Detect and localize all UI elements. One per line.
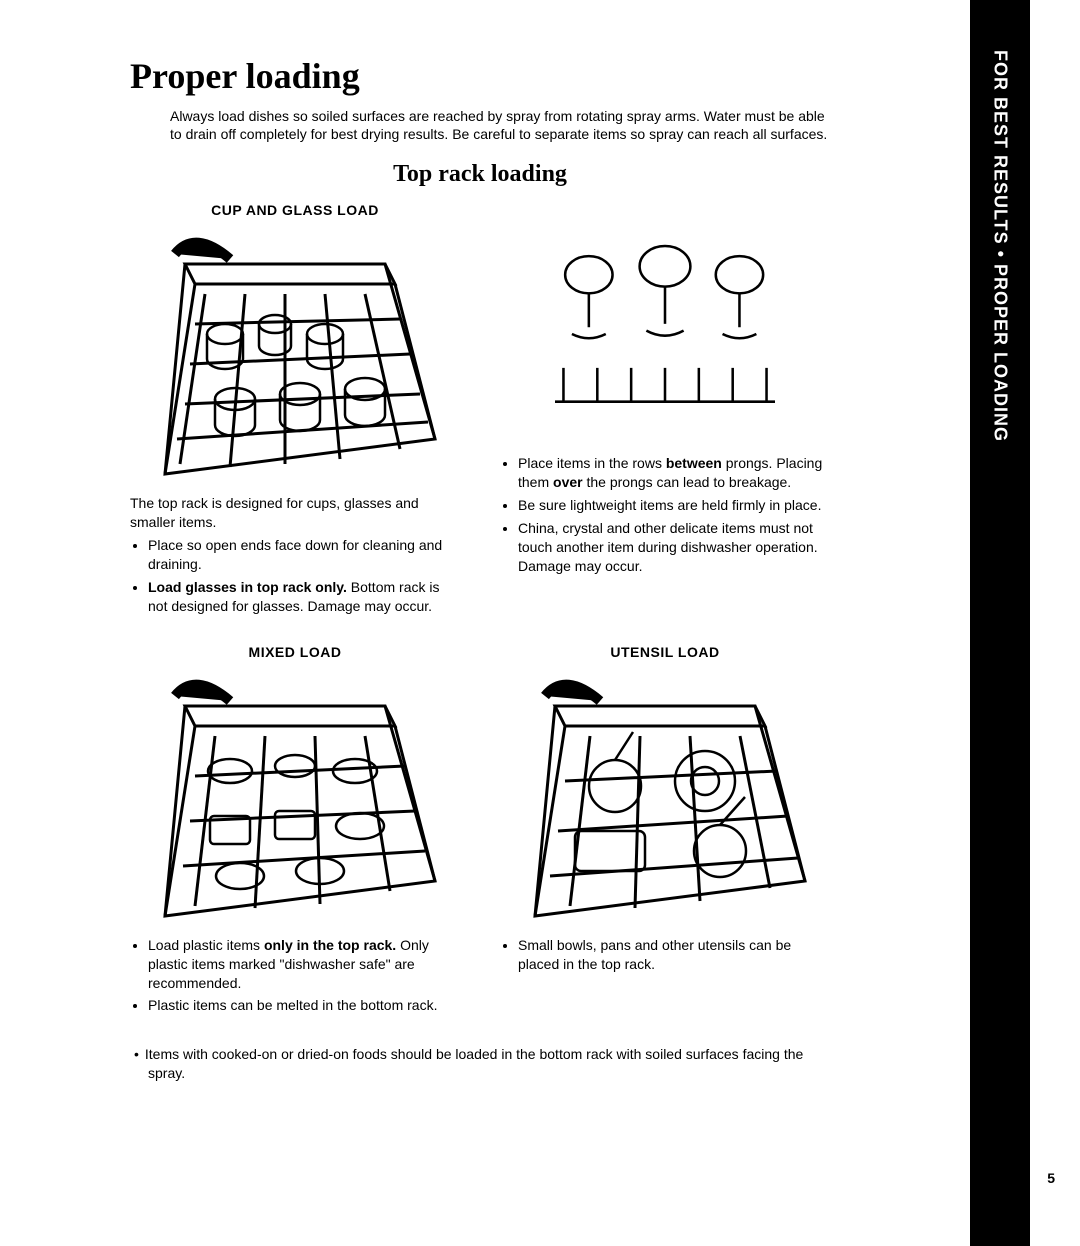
content: Proper loading Always load dishes so soi… bbox=[130, 55, 830, 1083]
cup-glass-lead: The top rack is designed for cups, glass… bbox=[130, 494, 460, 532]
figure-cup-glass bbox=[145, 224, 445, 484]
top-right-text: Place items in the rows between prongs. … bbox=[500, 454, 830, 575]
sidebar-tab: FOR BEST RESULTS • PROPER LOADING bbox=[970, 0, 1030, 1246]
bullet: Place so open ends face down for cleanin… bbox=[148, 536, 460, 574]
footer-note: Items with cooked-on or dried-on foods s… bbox=[130, 1045, 830, 1083]
page: FOR BEST RESULTS • PROPER LOADING Proper… bbox=[0, 0, 1080, 1246]
cup-glass-text: The top rack is designed for cups, glass… bbox=[130, 494, 460, 615]
col-utensil: UTENSIL LOAD bbox=[500, 644, 830, 1020]
section-title: Top rack loading bbox=[130, 161, 830, 188]
bullet: Place items in the rows between prongs. … bbox=[518, 454, 830, 492]
utensil-bullets: Small bowls, pans and other utensils can… bbox=[500, 936, 830, 974]
bullet: Be sure lightweight items are held firml… bbox=[518, 496, 830, 515]
caption-utensil: UTENSIL LOAD bbox=[500, 644, 830, 660]
top-right-bullets: Place items in the rows between prongs. … bbox=[500, 454, 830, 575]
caption-mixed: MIXED LOAD bbox=[130, 644, 460, 660]
caption-cup-glass: CUP AND GLASS LOAD bbox=[130, 202, 460, 218]
col-top-right: Place items in the rows between prongs. … bbox=[500, 202, 830, 619]
bullet: Small bowls, pans and other utensils can… bbox=[518, 936, 830, 974]
sidebar-label: FOR BEST RESULTS • PROPER LOADING bbox=[990, 50, 1011, 442]
mixed-bullets: Load plastic items only in the top rack.… bbox=[130, 936, 460, 1016]
page-title: Proper loading bbox=[130, 55, 830, 97]
figure-mixed bbox=[145, 666, 445, 926]
row-2: MIXED LOAD bbox=[130, 644, 830, 1020]
figure-utensil bbox=[515, 666, 815, 926]
figure-stemware bbox=[515, 224, 815, 444]
bullet: Load plastic items only in the top rack.… bbox=[148, 936, 460, 993]
page-number: 5 bbox=[1047, 1170, 1055, 1186]
col-mixed: MIXED LOAD bbox=[130, 644, 460, 1020]
bullet: Load glasses in top rack only. Bottom ra… bbox=[148, 578, 460, 616]
cup-glass-bullets: Place so open ends face down for cleanin… bbox=[130, 536, 460, 616]
row-1: CUP AND GLASS LOAD bbox=[130, 202, 830, 619]
bullet: Plastic items can be melted in the botto… bbox=[148, 996, 460, 1015]
bullet: China, crystal and other delicate items … bbox=[518, 519, 830, 576]
col-cup-glass: CUP AND GLASS LOAD bbox=[130, 202, 460, 619]
intro-text: Always load dishes so soiled surfaces ar… bbox=[170, 107, 830, 143]
